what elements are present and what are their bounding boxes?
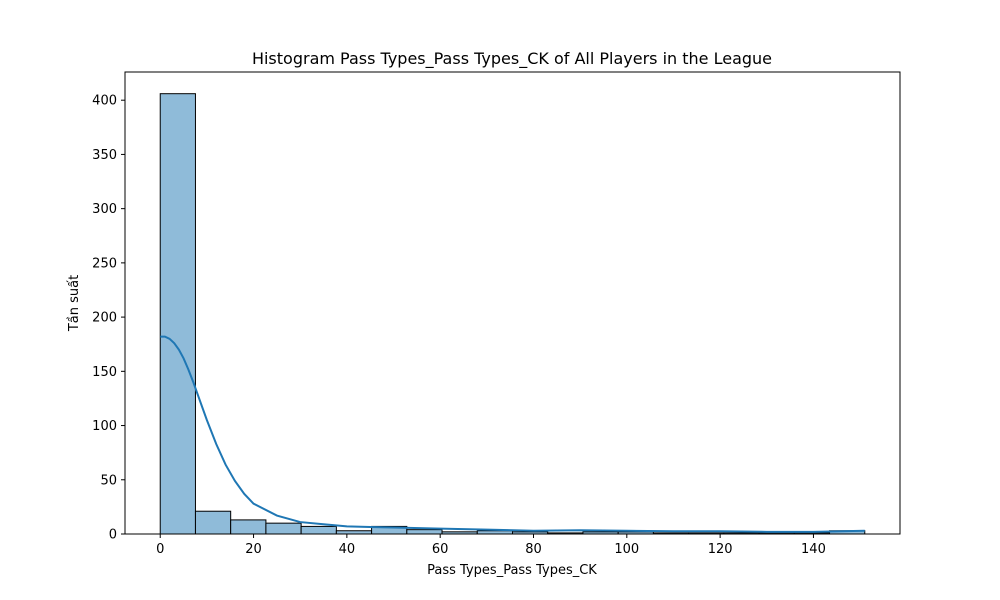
y-tick-label: 150: [92, 365, 117, 380]
x-ticks-group: 0 20 40 60 80 100 120 140: [156, 534, 826, 557]
y-tick-label: 300: [92, 202, 117, 217]
x-tick-label: 120: [708, 542, 733, 557]
y-tick-label: 200: [92, 311, 117, 326]
x-tick-label: 0: [156, 542, 164, 557]
histogram-bar: [406, 529, 443, 535]
histogram-bar: [300, 525, 337, 535]
plot-frame: [124, 71, 901, 535]
y-axis-label: Tần suất: [67, 275, 82, 332]
y-tick-label: 0: [109, 528, 117, 543]
y-tick-label: 250: [92, 256, 117, 271]
y-tick-label: 100: [92, 419, 117, 434]
x-tick-label: 80: [525, 542, 542, 557]
y-tick-label: 400: [92, 94, 117, 109]
y-tick-label: 50: [100, 473, 117, 488]
chart-title: Histogram Pass Types_Pass Types_CK of Al…: [252, 49, 772, 69]
histogram-bar: [230, 519, 267, 535]
bars-group: [159, 93, 866, 535]
histogram-bar: [159, 93, 196, 535]
x-tick-label: 140: [801, 542, 826, 557]
histogram-bar: [265, 522, 302, 535]
kde-line: [160, 335, 865, 533]
x-tick-label: 100: [614, 542, 639, 557]
y-ticks-group: 0 50 100 150 200 250 300 350 400: [92, 94, 125, 543]
y-tick-label: 350: [92, 148, 117, 163]
x-tick-label: 40: [339, 542, 356, 557]
x-tick-label: 20: [245, 542, 262, 557]
x-axis-label: Pass Types_Pass Types_CK: [427, 563, 597, 578]
histogram-bar: [194, 510, 232, 535]
x-tick-label: 60: [432, 542, 449, 557]
